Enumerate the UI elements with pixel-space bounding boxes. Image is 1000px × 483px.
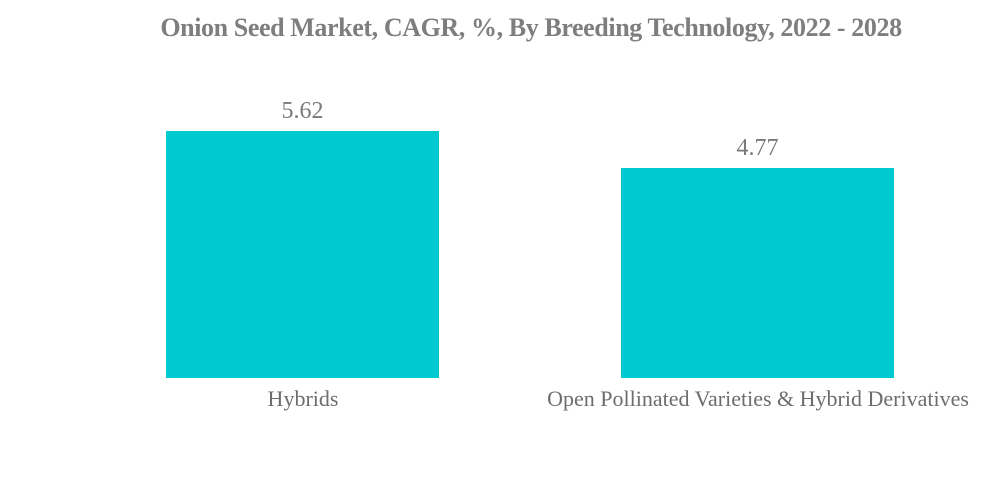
value-label-open-pollinated: 4.77 [736,135,779,161]
bar-group-open-pollinated: 4.77 [621,136,894,378]
category-label-open-pollinated: Open Pollinated Varieties & Hybrid Deriv… [547,386,969,411]
bar-group-hybrids: 5.62 [166,99,439,378]
bar-open-pollinated [621,168,894,378]
value-label-hybrids: 5.62 [281,98,324,124]
chart-title: Onion Seed Market, CAGR, %, By Breeding … [160,13,902,42]
category-label-hybrids: Hybrids [267,386,339,411]
bar-hybrids [166,131,439,378]
